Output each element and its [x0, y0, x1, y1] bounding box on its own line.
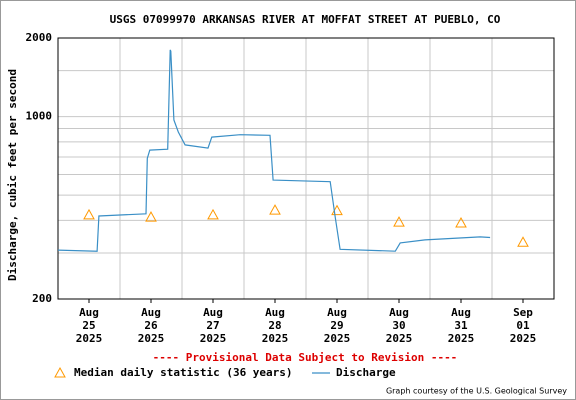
median-marker [517, 236, 529, 247]
x-tick-label: Aug 29 2025 [324, 306, 351, 345]
x-tick-label: Aug 25 2025 [76, 306, 103, 345]
legend-label: Median daily statistic (36 years) [74, 366, 293, 379]
x-tick-label: Aug 26 2025 [138, 306, 165, 345]
median-marker [393, 216, 405, 227]
y-tick-label: 200 [32, 292, 52, 305]
x-tick-label: Sep 01 2025 [510, 306, 537, 345]
discharge-line [57, 49, 491, 252]
x-tick-label: Aug 27 2025 [200, 306, 227, 345]
y-axis-label: Discharge, cubic feet per second [6, 69, 19, 281]
credit: Graph courtesy of the U.S. Geological Su… [386, 387, 567, 396]
median-marker [269, 204, 281, 215]
x-tick-label: Aug 31 2025 [448, 306, 475, 345]
plot-border [57, 37, 555, 300]
x-tick-label: Aug 30 2025 [386, 306, 413, 345]
x-tick-label: Aug 28 2025 [262, 306, 289, 345]
y-tick-label: 2000 [26, 31, 53, 44]
median-marker [83, 208, 95, 220]
legend-label: Discharge [336, 366, 396, 379]
median-marker [455, 216, 467, 228]
legend-symbol [54, 366, 66, 378]
y-tick-label: 1000 [26, 110, 53, 123]
provisional-note: ---- Provisional Data Subject to Revisio… [153, 351, 458, 364]
median-marker [207, 208, 219, 220]
median-marker [145, 211, 157, 222]
chart-title: USGS 07099970 ARKANSAS RIVER AT MOFFAT S… [110, 13, 501, 26]
